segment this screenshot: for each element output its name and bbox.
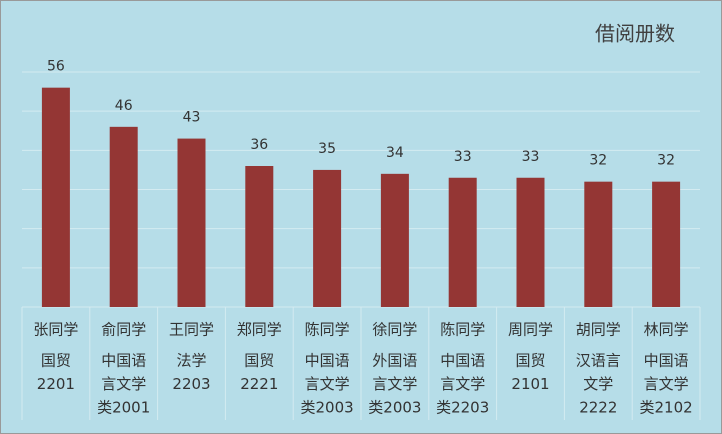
bar <box>41 87 70 308</box>
data-label: 35 <box>318 141 336 157</box>
x-tick-label: 言文学 <box>305 375 350 393</box>
bar <box>516 177 545 307</box>
data-label: 56 <box>47 59 65 75</box>
x-tick-label: 国贸 <box>244 352 274 370</box>
x-tick-label: 陈同学 <box>305 321 350 339</box>
x-tick-label: 类2003 <box>301 399 354 417</box>
x-tick-label: 中国语 <box>305 352 350 370</box>
x-tick-label: 2101 <box>511 375 549 393</box>
x-tick-label: 类2203 <box>436 399 489 417</box>
x-tick-label: 周同学 <box>508 321 553 339</box>
x-tick-label: 法学 <box>176 352 206 370</box>
data-label: 33 <box>454 149 472 165</box>
bar <box>245 166 274 307</box>
bar <box>380 173 409 307</box>
x-tick-label: 国贸 <box>515 352 545 370</box>
bar <box>109 126 138 307</box>
data-label: 43 <box>183 110 201 126</box>
x-tick-label: 2201 <box>37 375 75 393</box>
x-tick-label: 2222 <box>579 399 617 417</box>
x-tick-label: 王同学 <box>169 321 214 339</box>
data-label: 46 <box>115 98 133 114</box>
bar <box>177 138 206 307</box>
x-tick-label: 俞同学 <box>101 321 146 339</box>
bar <box>313 169 342 307</box>
data-label: 34 <box>386 145 404 161</box>
x-tick-label: 2221 <box>240 375 278 393</box>
x-tick-label: 言文学 <box>372 375 417 393</box>
x-tick-label: 胡同学 <box>576 321 621 339</box>
data-label: 32 <box>657 153 675 169</box>
bar <box>448 177 477 307</box>
data-label: 32 <box>589 153 607 169</box>
x-tick-label: 言文学 <box>101 375 146 393</box>
bar <box>652 181 681 307</box>
x-tick-label: 中国语 <box>101 352 146 370</box>
x-tick-label: 中国语 <box>440 352 485 370</box>
x-tick-label: 文学 <box>583 375 613 393</box>
x-tick-label: 汉语言 <box>576 352 621 370</box>
x-tick-label: 类2003 <box>368 399 421 417</box>
x-tick-label: 国贸 <box>41 352 71 370</box>
data-label: 33 <box>522 149 540 165</box>
x-tick-label: 2203 <box>172 375 210 393</box>
chart-title: 借阅册数 <box>595 22 675 46</box>
x-tick-label: 林同学 <box>644 321 689 339</box>
x-tick-label: 类2001 <box>97 399 150 417</box>
x-tick-label: 类2102 <box>640 399 693 417</box>
x-tick-label: 言文学 <box>644 375 689 393</box>
x-tick-label: 陈同学 <box>440 321 485 339</box>
x-tick-label: 中国语 <box>644 352 689 370</box>
x-tick-label: 张同学 <box>33 321 78 339</box>
bar <box>584 181 613 307</box>
x-tick-label: 外国语 <box>372 352 417 370</box>
data-label: 36 <box>250 137 268 153</box>
x-tick-label: 徐同学 <box>372 321 417 339</box>
x-tick-label: 言文学 <box>440 375 485 393</box>
x-tick-label: 郑同学 <box>237 321 282 339</box>
